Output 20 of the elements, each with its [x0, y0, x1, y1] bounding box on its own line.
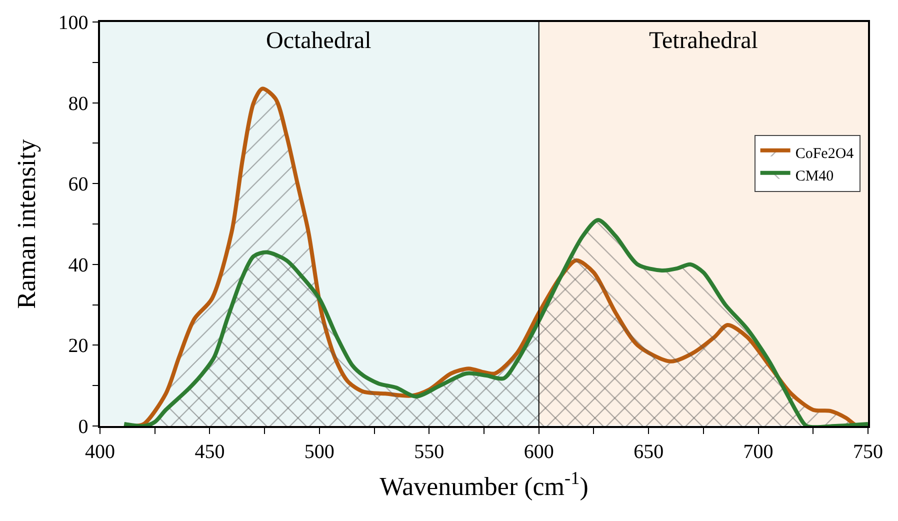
y-tick-label: 80 — [68, 92, 88, 115]
x-tick-label: 750 — [853, 440, 883, 463]
band-label: Octahedral — [266, 28, 372, 54]
y-axis-title: Raman intensity — [12, 139, 42, 309]
x-axis-title: Wavenumber (cm$^{-1}$) — [380, 468, 588, 501]
y-tick-label: 40 — [68, 254, 88, 276]
y-tick-label: 0 — [78, 416, 88, 438]
legend-label: CM40 — [795, 168, 834, 185]
y-tick-label: 100 — [58, 12, 88, 34]
x-tick-label: 550 — [414, 440, 444, 463]
x-tick-label: 650 — [634, 440, 664, 463]
x-tick-label: 450 — [194, 440, 225, 463]
x-tick-label: 600 — [524, 440, 554, 463]
x-tick-label: 400 — [85, 440, 115, 463]
y-tick-label: 60 — [68, 174, 88, 196]
x-tick-label: 500 — [304, 440, 334, 463]
legend-label: CoFe2O4 — [795, 146, 854, 162]
y-tick-label: 20 — [68, 335, 88, 358]
band-label: Tetrahedral — [649, 28, 758, 54]
x-tick-label: 700 — [743, 440, 774, 463]
